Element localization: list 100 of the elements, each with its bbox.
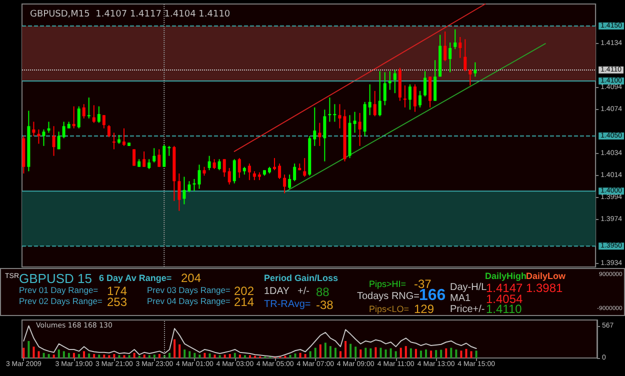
bar [370,348,372,358]
candlestick [378,70,382,117]
text: Pips<LO= [369,304,410,314]
bar [184,349,186,358]
bar [78,354,80,358]
bar [455,349,458,358]
candlestick [373,90,376,117]
candlestick [82,104,86,119]
bar [194,352,196,358]
candlestick [418,90,422,108]
bar [465,348,468,358]
bar [435,350,438,358]
candlestick [393,70,396,94]
bar [228,354,231,358]
bar [319,344,322,358]
candlestick [248,163,251,181]
text: DailyLow [526,271,566,281]
candlestick [333,104,336,122]
bar [420,350,422,358]
bar [404,346,407,358]
bar [400,348,402,358]
bar [475,350,478,358]
bar [460,350,462,358]
candlestick [444,31,447,62]
candlestick [97,106,100,124]
bar [68,352,70,358]
bar [304,354,306,358]
candlestick [52,126,56,156]
bar [360,349,362,358]
candlestick [288,174,292,190]
candlestick [102,114,106,129]
text: MA1 [450,293,471,304]
candlestick [328,97,332,122]
bar [118,355,120,358]
bar [32,346,35,358]
text: Period Gain/Loss [264,273,338,283]
candlestick [278,163,282,180]
candlestick [168,145,171,156]
candlestick [413,84,416,112]
candlestick [107,124,110,138]
bar [445,348,448,358]
text: 88 [316,285,330,299]
bar [329,346,332,358]
bar [248,355,251,358]
bar [153,354,156,358]
bar [440,350,442,358]
text: 202 [234,284,254,298]
candlestick [273,158,276,171]
candlestick [72,106,76,129]
bar [425,349,428,358]
bar [123,355,126,358]
candlestick [142,150,146,168]
candlestick [368,84,372,116]
bar [204,352,206,358]
text: Prev 04 Days Range= [147,296,230,306]
candlestick [338,104,342,129]
candlestick [388,70,392,90]
text: 1.3981 [526,281,563,295]
bar [214,354,216,358]
candlestick [303,158,306,178]
candlestick [42,128,46,146]
bar [314,348,316,358]
bar [93,354,96,358]
candlestick [313,106,316,146]
bar [380,348,382,358]
text: 1DAY +/- [264,286,310,297]
candlestick [212,158,216,170]
candlestick [132,148,136,166]
candlestick [353,111,356,134]
bar [450,348,452,358]
bar [58,349,60,358]
candlestick [383,72,386,106]
bar [28,340,30,358]
bar [158,354,160,358]
candlestick [468,70,472,86]
candlestick [218,158,221,171]
bar [52,354,55,358]
candlestick [408,84,412,110]
candlestick [37,128,40,144]
bar [414,348,417,358]
bar [48,354,50,358]
candlestick [122,128,126,146]
candlestick [232,158,236,184]
candlestick [32,121,36,137]
text: 1.4147 [486,281,523,295]
text: Prev 01 Day Range= [19,285,98,295]
bar [344,340,347,358]
text: Day-H/L [450,282,487,293]
bar [299,352,302,358]
candlestick [448,42,452,73]
bar [390,348,392,358]
bar [72,352,75,358]
candlestick [158,148,161,168]
bar [470,351,472,358]
candlestick [318,122,322,146]
candlestick [182,176,186,205]
text: 129 [414,302,434,316]
bar [324,342,326,358]
bar [113,354,116,358]
bar [174,339,176,358]
